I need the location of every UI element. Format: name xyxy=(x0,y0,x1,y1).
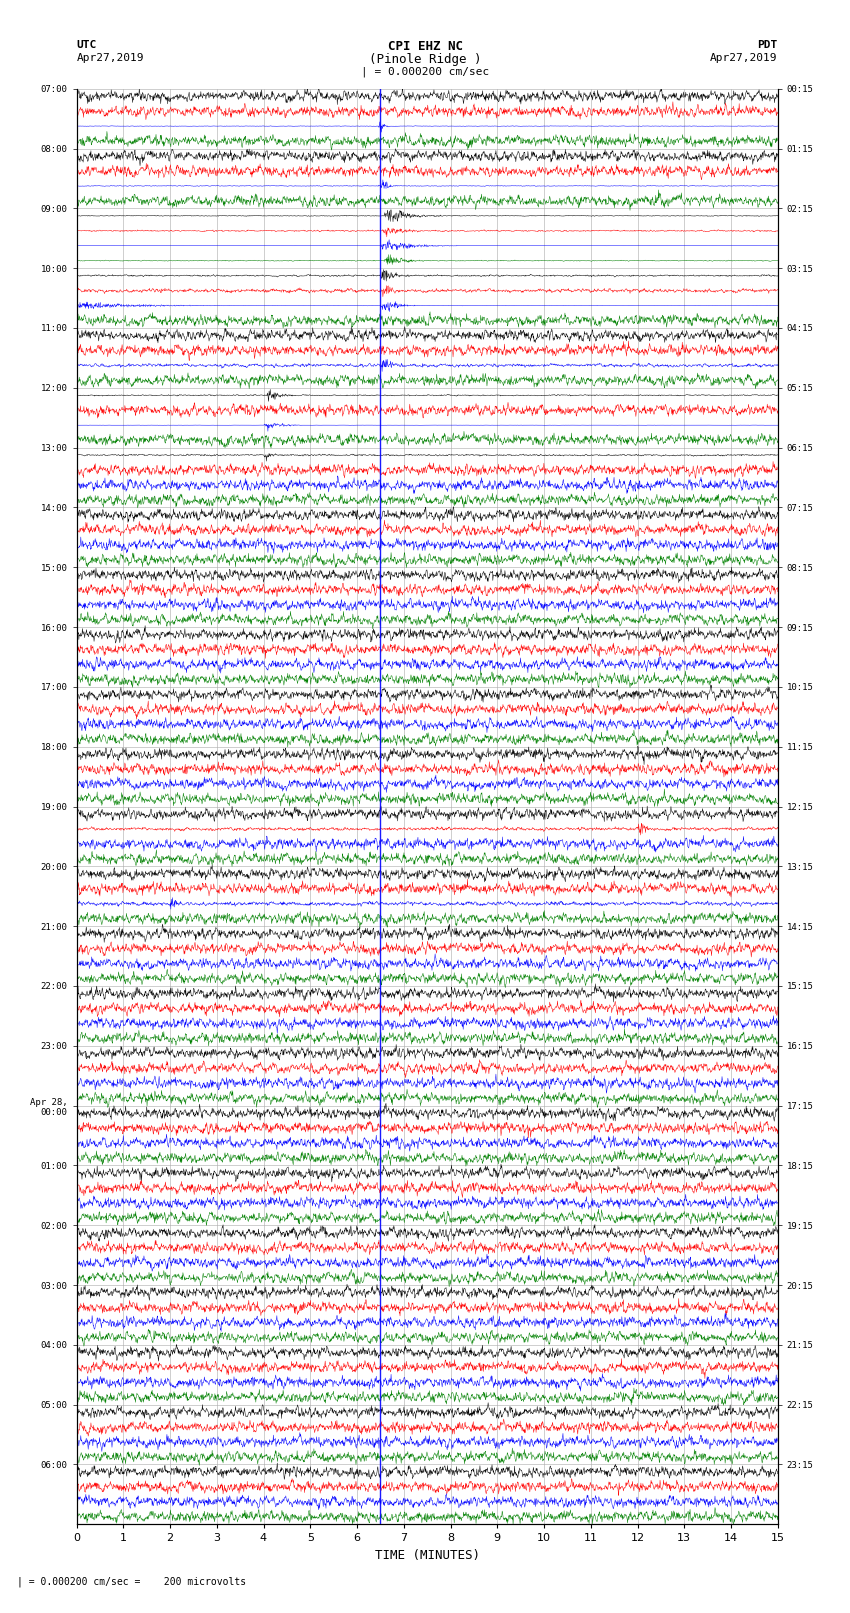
Text: (Pinole Ridge ): (Pinole Ridge ) xyxy=(369,53,481,66)
Text: Apr27,2019: Apr27,2019 xyxy=(76,53,144,63)
Text: CPI EHZ NC: CPI EHZ NC xyxy=(388,40,462,53)
Text: Apr27,2019: Apr27,2019 xyxy=(711,53,778,63)
Text: | = 0.000200 cm/sec =    200 microvolts: | = 0.000200 cm/sec = 200 microvolts xyxy=(17,1576,246,1587)
Text: PDT: PDT xyxy=(757,40,778,50)
Text: UTC: UTC xyxy=(76,40,97,50)
Text: | = 0.000200 cm/sec: | = 0.000200 cm/sec xyxy=(361,66,489,77)
X-axis label: TIME (MINUTES): TIME (MINUTES) xyxy=(375,1548,479,1561)
